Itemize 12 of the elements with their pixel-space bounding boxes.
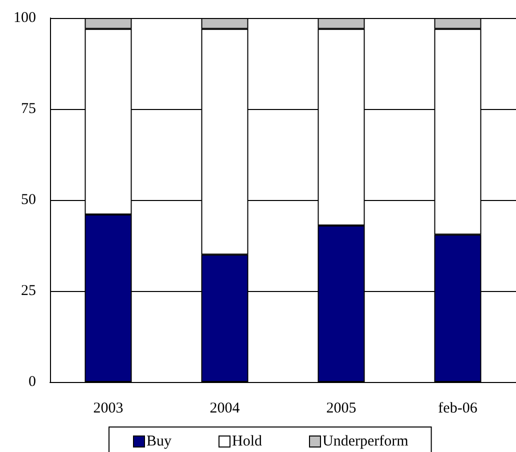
y-tick-label: 25 [21, 283, 36, 299]
x-tick-label: 2003 [93, 400, 124, 416]
legend-label: Buy [146, 434, 172, 450]
legend-label: Hold [232, 434, 263, 450]
y-tick-label: 0 [28, 374, 36, 390]
x-tick-label: feb-06 [438, 400, 478, 416]
legend-label: Underperform [322, 434, 409, 450]
y-tick-label: 100 [14, 10, 36, 26]
x-tick-label: 2005 [326, 400, 356, 416]
y-tick-label: 50 [21, 192, 36, 208]
x-tick-label: 2004 [210, 400, 240, 416]
y-tick-label: 75 [21, 101, 36, 117]
